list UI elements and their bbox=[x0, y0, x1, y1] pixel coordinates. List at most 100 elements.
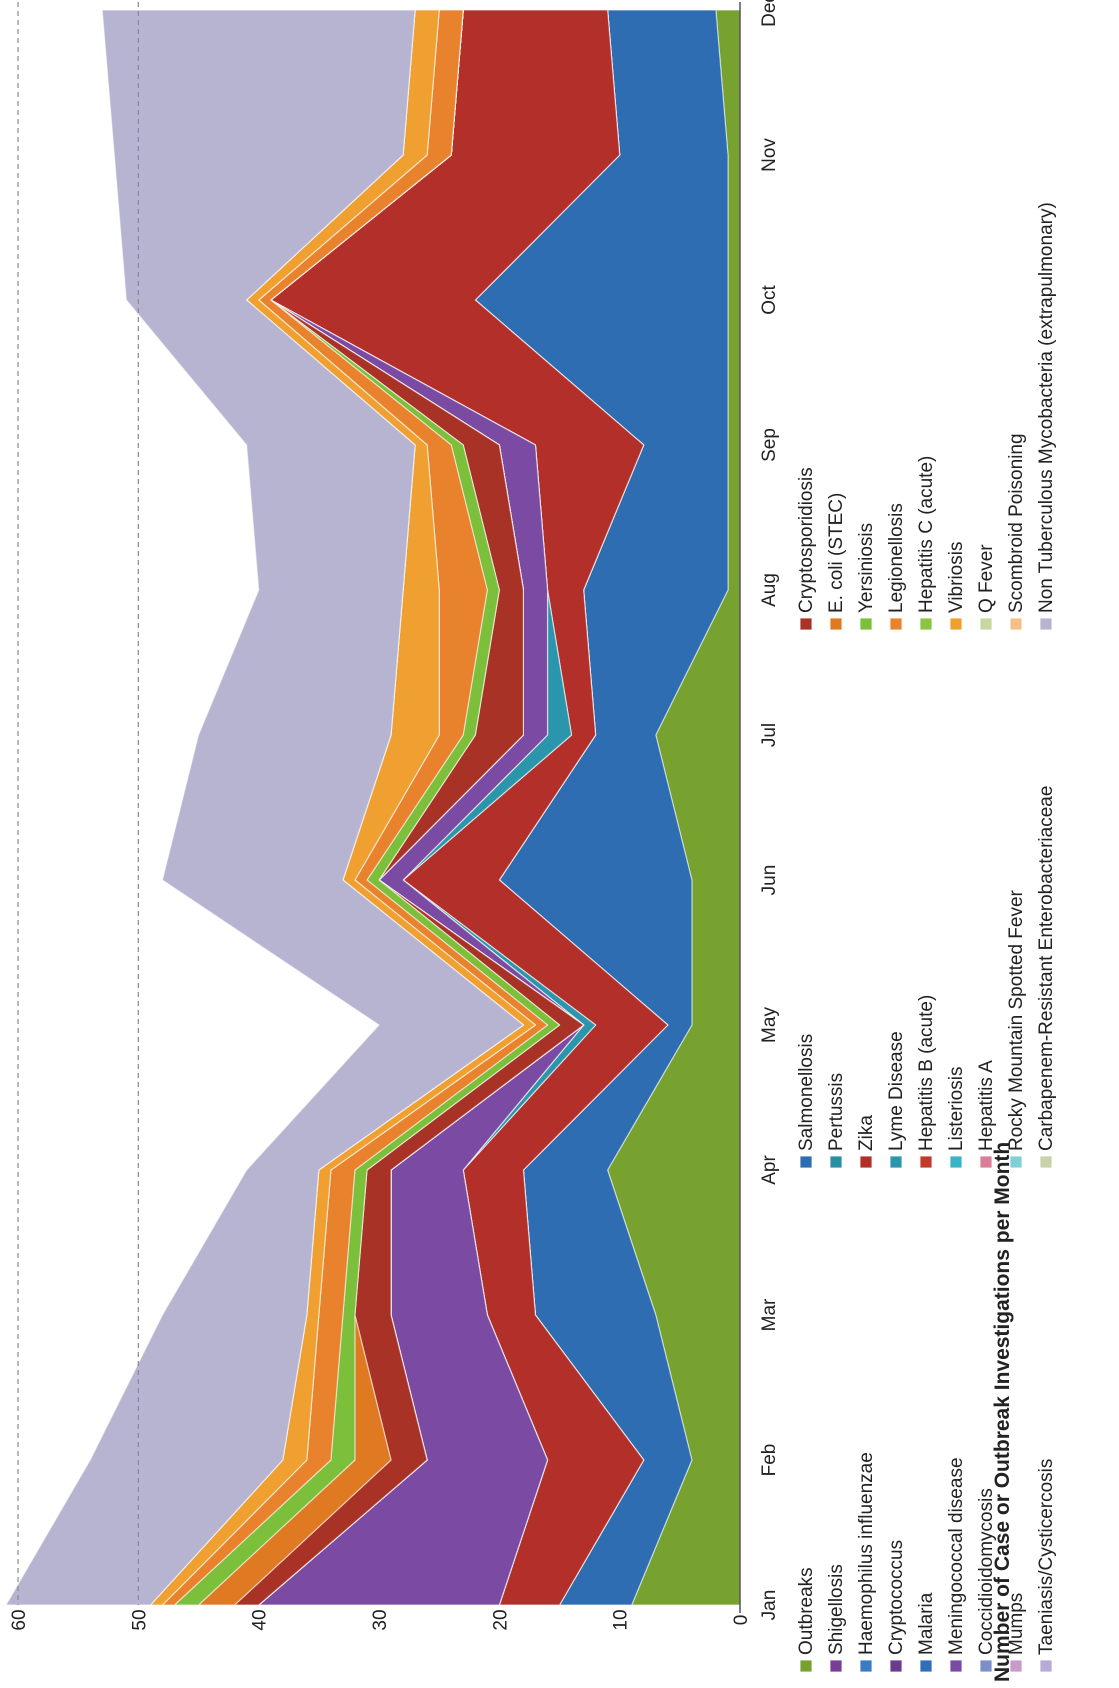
y-tick-label: 30 bbox=[370, 1609, 391, 1630]
legend-swatch bbox=[890, 1660, 902, 1672]
legend-label: Cryptococcus bbox=[886, 1540, 907, 1655]
legend-label: Coccidioidomycosis bbox=[976, 1488, 997, 1655]
legend-label: E. coli (STEC) bbox=[826, 493, 847, 613]
legend-item-hepatitis-c-acute: Hepatitis C (acute) bbox=[916, 456, 937, 630]
legend-swatch bbox=[890, 618, 902, 630]
legend-swatch bbox=[830, 1156, 842, 1168]
x-tick-label: Aug bbox=[759, 573, 780, 607]
legend-label: Non Tuberculous Mycobacteria (extrapulmo… bbox=[1036, 202, 1057, 613]
legend-item-cryptosporidiosis: Cryptosporidiosis bbox=[796, 467, 817, 630]
y-tick-label: 10 bbox=[611, 1609, 632, 1630]
legend-swatch bbox=[950, 1156, 962, 1168]
y-tick-label: 20 bbox=[490, 1609, 511, 1630]
legend-label: Zika bbox=[856, 1115, 877, 1151]
legend-label: Meningococcal disease bbox=[946, 1457, 967, 1655]
legend-swatch bbox=[800, 1660, 812, 1672]
legend-item-coccidioidomycosis: Coccidioidomycosis bbox=[976, 1488, 997, 1672]
legend-item-vibriosis: Vibriosis bbox=[946, 542, 967, 630]
legend-swatch bbox=[800, 1156, 812, 1168]
legend-label: Rocky Mountain Spotted Fever bbox=[1006, 889, 1027, 1151]
x-tick-label: Dec bbox=[759, 0, 780, 27]
x-tick-label: May bbox=[759, 1007, 780, 1043]
plot-area bbox=[6, 10, 740, 1605]
gridlines bbox=[18, 2, 138, 1605]
legend-swatch bbox=[980, 1660, 992, 1672]
legend-item-malaria: Malaria bbox=[916, 1592, 937, 1672]
legend-label: Haemophilus influenzae bbox=[856, 1452, 877, 1655]
legend-swatch bbox=[1010, 618, 1022, 630]
x-tick-label: Jun bbox=[759, 865, 780, 896]
legend-swatch bbox=[980, 618, 992, 630]
legend-swatch bbox=[1040, 1660, 1052, 1672]
legend-item-hepatitis-a: Hepatitis A bbox=[976, 1060, 997, 1168]
legend-label: Malaria bbox=[916, 1592, 937, 1655]
x-tick-label: Jul bbox=[759, 723, 780, 747]
x-tick-label: Jan bbox=[759, 1590, 780, 1621]
legend-label: Scombroid Poisoning bbox=[1006, 433, 1027, 613]
legend-label: Pertussis bbox=[826, 1073, 847, 1151]
legend-item-pertussis: Pertussis bbox=[826, 1073, 847, 1168]
legend-item-rocky-mountain-spotted-fever: Rocky Mountain Spotted Fever bbox=[1006, 889, 1027, 1168]
legend-label: Hepatitis C (acute) bbox=[916, 456, 937, 613]
legend: Outbreaks Shigellosis Haemophilus influenz… bbox=[796, 202, 1057, 1672]
legend-label: Vibriosis bbox=[946, 542, 967, 613]
y-tick-label: 60 bbox=[9, 1609, 30, 1630]
legend-item-hepatitis-b-acute: Hepatitis B (acute) bbox=[916, 995, 937, 1168]
legend-swatch bbox=[800, 618, 812, 630]
legend-item-listeriosis: Listeriosis bbox=[946, 1067, 967, 1168]
legend-swatch bbox=[980, 1156, 992, 1168]
legend-item-salmonellosis: Salmonellosis bbox=[796, 1034, 817, 1168]
legend-swatch bbox=[860, 1660, 872, 1672]
legend-label: Salmonellosis bbox=[796, 1034, 817, 1151]
legend-label: Outbreaks bbox=[796, 1567, 817, 1655]
legend-label: Taeniasis/Cysticercosis bbox=[1036, 1459, 1057, 1655]
x-tick-label: Nov bbox=[759, 138, 780, 172]
x-tick-label: Mar bbox=[759, 1298, 780, 1331]
legend-label: Cryptosporidiosis bbox=[796, 467, 817, 613]
legend-swatch bbox=[920, 1660, 932, 1672]
legend-label: Legionellosis bbox=[886, 503, 907, 613]
legend-item-carbapenem-resistant-enterobacteriaceae: Carbapenem-Resistant Enterobacteriaceae bbox=[1036, 786, 1057, 1168]
legend-label: Q Fever bbox=[976, 544, 997, 613]
legend-label: Listeriosis bbox=[946, 1067, 967, 1151]
legend-swatch bbox=[1040, 1156, 1052, 1168]
x-tick-label: Sep bbox=[759, 428, 780, 462]
legend-swatch bbox=[920, 618, 932, 630]
legend-label: Hepatitis A bbox=[976, 1060, 997, 1151]
legend-label: Carbapenem-Resistant Enterobacteriaceae bbox=[1036, 786, 1057, 1151]
legend-swatch bbox=[1010, 1660, 1022, 1672]
legend-swatch bbox=[830, 618, 842, 630]
legend-swatch bbox=[1040, 618, 1052, 630]
legend-item-outbreaks: Outbreaks bbox=[796, 1567, 817, 1672]
legend-item-legionellosis: Legionellosis bbox=[886, 503, 907, 630]
legend-item-zika: Zika bbox=[856, 1115, 877, 1168]
legend-label: Shigellosis bbox=[826, 1564, 847, 1655]
legend-item-non-tuberculous-mycobacteria-extrapulmonary: Non Tuberculous Mycobacteria (extrapulmo… bbox=[1036, 202, 1057, 630]
legend-swatch bbox=[950, 1660, 962, 1672]
legend-swatch bbox=[860, 1156, 872, 1168]
legend-item-yersiniosis: Yersiniosis bbox=[856, 523, 877, 630]
legend-item-q-fever: Q Fever bbox=[976, 544, 997, 630]
legend-label: Mumps bbox=[1006, 1593, 1027, 1655]
legend-item-haemophilus-influenzae: Haemophilus influenzae bbox=[856, 1452, 877, 1672]
legend-swatch bbox=[950, 618, 962, 630]
legend-swatch bbox=[1010, 1156, 1022, 1168]
y-tick-label: 50 bbox=[129, 1609, 150, 1630]
legend-label: Yersiniosis bbox=[856, 523, 877, 613]
legend-item-taeniasis-cysticercosis: Taeniasis/Cysticercosis bbox=[1036, 1459, 1057, 1672]
legend-item-meningococcal-disease: Meningococcal disease bbox=[946, 1457, 967, 1672]
legend-item-scombroid-poisoning: Scombroid Poisoning bbox=[1006, 433, 1027, 630]
y-tick-label: 0 bbox=[731, 1615, 752, 1626]
legend-swatch bbox=[890, 1156, 902, 1168]
legend-item-shigellosis: Shigellosis bbox=[826, 1564, 847, 1672]
y-tick-label: 40 bbox=[250, 1609, 271, 1630]
legend-swatch bbox=[860, 618, 872, 630]
x-tick-label: Feb bbox=[759, 1444, 780, 1477]
x-tick-label: Oct bbox=[759, 285, 780, 315]
legend-label: Hepatitis B (acute) bbox=[916, 995, 937, 1151]
legend-item-e-coli-stec: E. coli (STEC) bbox=[826, 493, 847, 630]
x-tick-label: Apr bbox=[759, 1155, 780, 1185]
legend-item-cryptococcus: Cryptococcus bbox=[886, 1540, 907, 1672]
legend-label: Lyme Disease bbox=[886, 1031, 907, 1151]
